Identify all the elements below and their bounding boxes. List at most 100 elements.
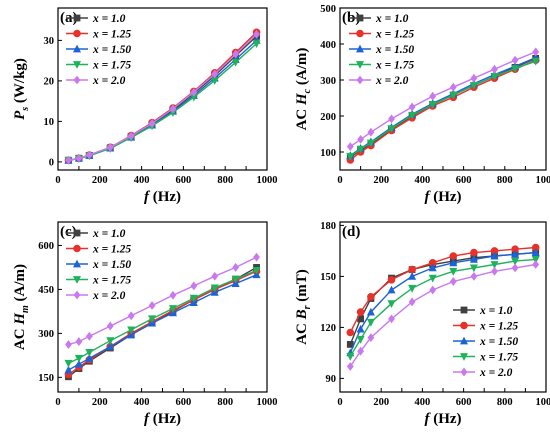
x-axis-label: f (Hz) — [424, 411, 461, 427]
data-point — [128, 311, 135, 320]
legend-label: x = 2.0 — [479, 367, 513, 379]
data-point — [65, 340, 72, 349]
legend-label: x = 2.0 — [92, 290, 126, 302]
legend-label: x = 1.50 — [479, 336, 518, 348]
data-point — [429, 286, 436, 295]
data-point — [170, 291, 177, 300]
legend-marker — [74, 230, 81, 237]
y-tick-label: 150 — [320, 272, 336, 283]
data-point — [107, 322, 114, 331]
x-tick-label: 0 — [55, 175, 60, 186]
data-point — [491, 267, 498, 276]
y-tick-label: 600 — [38, 241, 54, 252]
data-point — [388, 114, 395, 123]
data-point — [106, 337, 114, 345]
y-axis-label: AC Br (mT) — [294, 269, 313, 345]
legend-label: x = 1.0 — [92, 13, 126, 25]
legend-label: x = 1.25 — [92, 244, 131, 256]
x-tick-label: 1000 — [536, 397, 550, 408]
legend-marker — [357, 76, 364, 85]
data-point — [75, 355, 83, 363]
x-tick-label: 600 — [456, 175, 472, 186]
data-point — [471, 74, 478, 83]
legend-marker — [356, 30, 364, 38]
legend-marker — [74, 76, 81, 85]
data-point — [512, 264, 519, 273]
data-point — [388, 276, 396, 284]
data-point — [367, 319, 375, 327]
plot-frame — [58, 8, 267, 170]
legend-label: x = 1.25 — [375, 29, 414, 41]
data-point — [64, 360, 72, 368]
y-tick-label: 120 — [320, 323, 336, 334]
data-point — [76, 337, 83, 346]
x-tick-label: 1000 — [257, 397, 278, 408]
data-point — [409, 298, 416, 307]
plot-frame — [58, 222, 267, 392]
data-point — [408, 285, 416, 293]
data-point — [388, 286, 396, 294]
legend-label: x = 2.0 — [92, 75, 126, 87]
x-tick-label: 400 — [415, 397, 431, 408]
data-point — [368, 128, 375, 137]
data-point — [512, 56, 519, 65]
legend-label: x = 1.0 — [375, 13, 409, 25]
x-tick-label: 1000 — [536, 175, 550, 186]
data-point — [450, 83, 457, 92]
y-tick-label: 450 — [38, 285, 54, 296]
y-tick-label: 20 — [44, 77, 55, 88]
x-tick-label: 800 — [217, 175, 233, 186]
y-tick-label: 180 — [320, 221, 336, 232]
data-point — [190, 281, 197, 290]
y-tick-label: 300 — [320, 76, 336, 87]
x-tick-label: 200 — [373, 397, 389, 408]
y-tick-label: 400 — [320, 40, 336, 51]
data-point — [211, 272, 218, 281]
legend-label: x = 1.75 — [375, 60, 414, 72]
x-axis-label: f (Hz) — [144, 189, 181, 205]
x-tick-label: 400 — [134, 175, 150, 186]
x-tick-label: 600 — [456, 397, 472, 408]
legend-label: x = 1.25 — [479, 321, 518, 333]
data-point — [86, 332, 93, 341]
x-axis-label: f (Hz) — [144, 411, 181, 427]
legend-label: x = 1.50 — [92, 44, 131, 56]
data-point — [491, 65, 498, 74]
data-point — [367, 293, 375, 301]
data-point — [450, 277, 457, 286]
series-line — [350, 58, 535, 157]
x-tick-label: 0 — [55, 397, 60, 408]
data-point — [532, 260, 539, 269]
series-1.75 — [346, 58, 539, 161]
legend-label: x = 1.0 — [92, 228, 126, 240]
x-tick-label: 400 — [415, 175, 431, 186]
y-tick-label: 150 — [38, 373, 54, 384]
panel-label: (d) — [342, 224, 360, 240]
legend-label: x = 1.50 — [375, 44, 414, 56]
data-point — [232, 263, 239, 272]
chart-panel-2: 02004006008001000100200300400500(b)f (Hz… — [294, 4, 550, 205]
x-tick-label: 800 — [497, 397, 513, 408]
chart-panel-4: 0200400600800100090120150180(d)f (Hz)AC … — [294, 221, 550, 427]
legend-label: x = 2.0 — [375, 75, 409, 87]
y-tick-label: 100 — [320, 148, 336, 159]
legend-marker — [461, 307, 468, 314]
y-tick-label: 10 — [44, 117, 55, 128]
legend-marker — [74, 291, 81, 300]
y-tick-label: 0 — [49, 158, 54, 169]
y-tick-label: 30 — [44, 36, 55, 47]
legend-label: x = 1.75 — [92, 275, 131, 287]
y-tick-label: 300 — [38, 329, 54, 340]
data-point — [429, 92, 436, 101]
x-tick-label: 400 — [134, 397, 150, 408]
legend: x = 1.0x = 1.25x = 1.50x = 1.75x = 2.0 — [453, 305, 518, 379]
data-point — [149, 301, 156, 310]
data-point — [357, 308, 365, 316]
legend-label: x = 1.75 — [479, 352, 518, 364]
y-tick-label: 200 — [320, 112, 336, 123]
legend-label: x = 1.25 — [92, 29, 131, 41]
legend-marker — [73, 30, 81, 38]
legend-marker — [460, 322, 468, 330]
